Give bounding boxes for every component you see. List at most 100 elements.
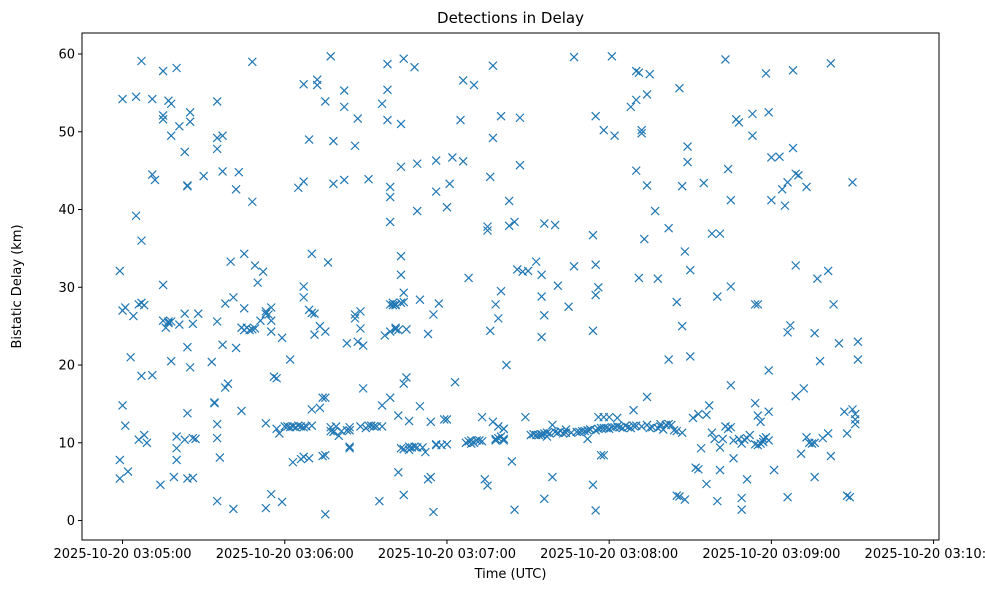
detection-marker [547, 472, 557, 482]
detection-marker [726, 380, 736, 390]
detection-marker [285, 355, 295, 365]
detection-marker [588, 230, 598, 240]
detection-marker [358, 341, 368, 351]
detection-marker [612, 413, 622, 423]
detection-marker [150, 175, 160, 185]
detection-marker [607, 51, 617, 61]
detection-marker [545, 429, 555, 438]
detection-marker [377, 99, 387, 109]
detection-marker [320, 509, 330, 519]
detection-marker [380, 331, 390, 340]
detection-marker [388, 300, 398, 310]
detection-marker [412, 159, 422, 169]
detection-marker [672, 297, 682, 307]
detection-marker [429, 310, 438, 319]
detection-marker [766, 195, 776, 205]
detection-marker [207, 357, 217, 367]
detection-marker [120, 421, 130, 431]
detection-marker [307, 421, 317, 431]
detection-marker [558, 429, 568, 438]
detection-marker [439, 415, 449, 424]
detection-marker [415, 295, 425, 305]
detection-marker [345, 425, 355, 435]
detection-marker [172, 455, 182, 465]
detection-marker [185, 107, 195, 117]
detection-marker [839, 407, 849, 417]
detection-marker [299, 292, 309, 302]
detection-marker [520, 412, 530, 422]
detection-marker [634, 68, 644, 78]
x-tick-label: 2025-10-20 03:10:00 [865, 547, 985, 562]
detection-marker [693, 409, 703, 419]
detection-marker [339, 102, 349, 112]
detection-marker [377, 422, 387, 431]
detection-marker [172, 63, 182, 73]
detection-marker [539, 219, 549, 228]
detection-marker [266, 316, 276, 326]
detection-marker [385, 327, 395, 337]
x-axis-label: Time (UTC) [474, 567, 547, 582]
detection-marker [799, 383, 809, 393]
detection-marker [320, 97, 330, 106]
detection-marker [315, 403, 325, 413]
detection-marker [180, 435, 190, 445]
detection-marker [185, 362, 195, 372]
detection-marker [796, 449, 806, 459]
detection-marker [729, 453, 738, 463]
detection-marker [829, 299, 838, 309]
detection-marker [761, 69, 771, 78]
detection-marker [264, 310, 273, 319]
detection-marker [250, 324, 260, 333]
detection-marker [721, 55, 730, 64]
detection-marker [385, 217, 395, 227]
detection-marker [634, 273, 644, 283]
detection-marker [345, 442, 355, 452]
detection-marker [591, 425, 601, 435]
detection-marker [396, 443, 406, 453]
detection-marker [310, 309, 319, 319]
detection-marker [180, 147, 190, 157]
detection-marker [723, 164, 733, 174]
detection-marker [591, 506, 601, 515]
detection-marker [266, 327, 276, 337]
detection-marker [539, 310, 549, 320]
detection-marker [212, 144, 222, 154]
detection-marker [785, 320, 795, 330]
detection-marker [583, 425, 592, 435]
detection-marker [318, 451, 328, 461]
detection-marker [702, 479, 711, 489]
detection-marker [364, 174, 373, 184]
detection-marker [212, 133, 222, 143]
detection-marker [234, 167, 244, 177]
detection-marker [842, 491, 852, 501]
detection-marker [418, 443, 428, 452]
detection-marker [493, 313, 503, 323]
detection-marker [493, 422, 503, 431]
detection-marker [426, 472, 436, 482]
detection-marker [642, 180, 652, 190]
detection-marker [775, 152, 784, 162]
detection-marker [137, 371, 146, 381]
detection-marker [810, 438, 820, 448]
detection-marker [188, 473, 198, 483]
y-axis-ticks: 0 10 20 30 40 50 60 [58, 47, 82, 529]
detection-marker [131, 211, 141, 221]
detection-marker [712, 292, 722, 302]
detection-marker [629, 405, 638, 415]
detection-marker [172, 432, 182, 442]
detection-marker [483, 222, 492, 232]
detection-marker [783, 177, 793, 187]
detection-marker [496, 286, 506, 296]
detection-marker [504, 196, 514, 206]
detection-marker [369, 422, 379, 431]
detection-marker [675, 492, 684, 501]
detection-marker [626, 102, 636, 112]
detection-marker [253, 278, 263, 288]
x-tick-label: 2025-10-20 03:08:00 [540, 547, 678, 562]
x-axis-ticks: 2025-10-20 03:05:00 2025-10-20 03:06:00 20… [54, 540, 985, 562]
detection-marker [704, 401, 714, 410]
detection-marker [429, 507, 438, 517]
detection-marker [356, 422, 365, 431]
detection-marker [358, 383, 368, 393]
detection-marker [474, 436, 484, 445]
